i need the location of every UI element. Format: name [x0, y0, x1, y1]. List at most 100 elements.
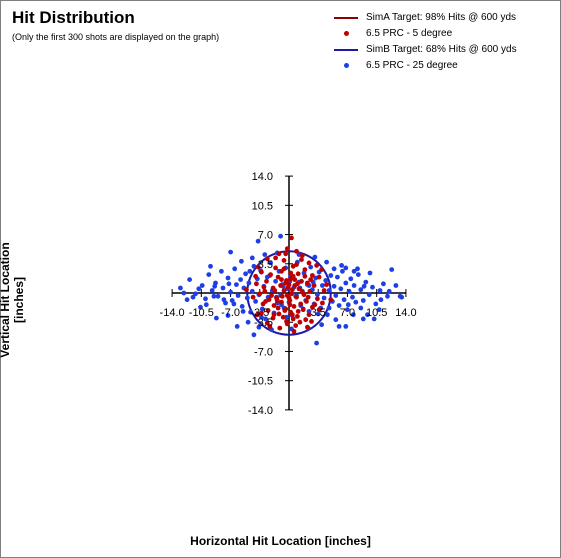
data-point-25-degree [328, 273, 334, 278]
data-point-25-degree [386, 288, 392, 294]
data-point-5-degree [282, 308, 288, 313]
chart-subtitle: (Only the first 300 shots are displayed … [12, 32, 220, 42]
data-point-5-degree [254, 281, 259, 287]
data-point-25-degree [325, 312, 330, 318]
data-point-25-degree [187, 277, 193, 282]
data-point-5-degree [295, 314, 300, 319]
data-point-25-degree [256, 324, 262, 330]
legend-item-25-degree: 6.5 PRC - 25 degree [332, 58, 558, 74]
data-point-5-degree [257, 291, 263, 297]
data-point-25-degree [339, 263, 344, 268]
data-point-5-degree [307, 288, 313, 294]
data-point-5-degree [295, 281, 300, 287]
data-point-5-degree [303, 317, 309, 323]
x-tick-label: 7.0 [340, 307, 355, 319]
chart-title: Hit Distribution [12, 8, 135, 27]
y-tick-label: -3.5 [254, 317, 273, 329]
data-point-25-degree [238, 277, 244, 282]
data-point-5-degree [286, 295, 292, 301]
data-point-25-degree [315, 292, 320, 298]
data-point-25-degree [338, 286, 344, 292]
data-point-5-degree [288, 276, 294, 282]
data-point-5-degree [288, 270, 294, 276]
legend-swatch-sima [334, 17, 358, 19]
data-point-5-degree [319, 267, 324, 272]
data-point-25-degree [333, 293, 339, 298]
data-point-25-degree [306, 309, 312, 314]
data-point-25-degree [340, 268, 345, 274]
data-point-25-degree [184, 297, 190, 303]
data-point-25-degree [399, 294, 405, 300]
data-point-25-degree [343, 324, 349, 329]
data-point-25-degree [245, 319, 251, 325]
data-point-5-degree [259, 310, 264, 316]
data-point-25-degree [373, 301, 379, 307]
data-point-25-degree [243, 271, 249, 277]
data-point-25-degree [358, 305, 364, 311]
legend-swatch-5-degree [344, 31, 349, 36]
legend-item-sima-target: SimA Target: 98% Hits @ 600 yds [332, 10, 558, 26]
data-point-5-degree [264, 320, 270, 326]
data-point-5-degree [278, 283, 283, 288]
data-point-25-degree [353, 299, 359, 305]
data-point-5-degree [299, 257, 304, 262]
data-point-25-degree [378, 297, 384, 303]
data-point-25-degree [336, 303, 342, 308]
data-point-25-degree [246, 280, 252, 286]
y-tick-label: -14.0 [248, 405, 273, 417]
data-point-25-degree [211, 293, 217, 299]
data-point-25-degree [381, 281, 386, 287]
data-point-25-degree [351, 268, 357, 274]
data-point-25-degree [259, 314, 264, 320]
legend-swatch-simb [334, 49, 358, 51]
data-point-25-degree [315, 311, 321, 317]
x-tick-label: 14.0 [395, 307, 416, 319]
x-tick-label: -7.0 [221, 307, 240, 319]
data-point-5-degree [289, 235, 294, 241]
data-point-5-degree [296, 286, 302, 292]
data-point-25-degree [312, 254, 318, 260]
y-tick-label: -7.0 [254, 346, 273, 358]
legend: SimA Target: 98% Hits @ 600 yds 6.5 PRC … [332, 10, 558, 74]
tick-labels: -14.0 -10.5 -7.0 -3.5 3.5 7.0 10.5 14.0 14.0 10.5… [160, 171, 417, 417]
data-point-25-degree [263, 316, 268, 322]
data-point-25-degree [370, 284, 375, 290]
data-point-25-degree [366, 292, 372, 298]
data-point-25-degree [251, 263, 257, 269]
data-point-25-degree [343, 265, 349, 271]
x-tick-label: -10.5 [189, 307, 214, 319]
data-point-25-degree [225, 275, 231, 281]
data-point-5-degree [321, 288, 327, 293]
data-point-25-degree [323, 278, 329, 283]
legend-item-simb-target: SimB Target: 68% Hits @ 600 yds [332, 42, 558, 58]
data-point-5-degree [277, 325, 283, 331]
legend-item-5-degree: 6.5 PRC - 5 degree [332, 26, 558, 42]
data-point-25-degree [247, 268, 253, 274]
data-point-25-degree [348, 276, 354, 282]
data-point-25-degree [335, 274, 340, 280]
data-point-5-degree [284, 321, 290, 327]
data-point-5-degree [304, 299, 309, 304]
data-point-5-degree [265, 308, 271, 313]
y-tick-label: 7.0 [258, 230, 273, 242]
data-point-5-degree [279, 293, 285, 299]
data-point-5-degree [293, 323, 299, 328]
data-point-25-degree [314, 340, 319, 346]
data-point-5-degree [289, 291, 294, 297]
data-point-5-degree [271, 312, 277, 318]
data-point-5-degree [284, 246, 290, 252]
data-point-5-degree [302, 273, 308, 279]
data-point-5-degree [300, 307, 306, 313]
data-point-25-degree [209, 288, 215, 293]
data-point-25-degree [226, 281, 232, 287]
data-point-5-degree [305, 294, 311, 300]
data-point-25-degree [193, 291, 198, 297]
data-point-5-degree [274, 298, 280, 303]
data-points [178, 233, 405, 346]
data-point-5-degree [294, 294, 299, 300]
data-point-25-degree [385, 293, 390, 299]
data-point-5-degree [273, 255, 278, 261]
data-point-25-degree [351, 283, 357, 288]
data-point-25-degree [336, 324, 342, 329]
data-point-25-degree [371, 316, 377, 322]
